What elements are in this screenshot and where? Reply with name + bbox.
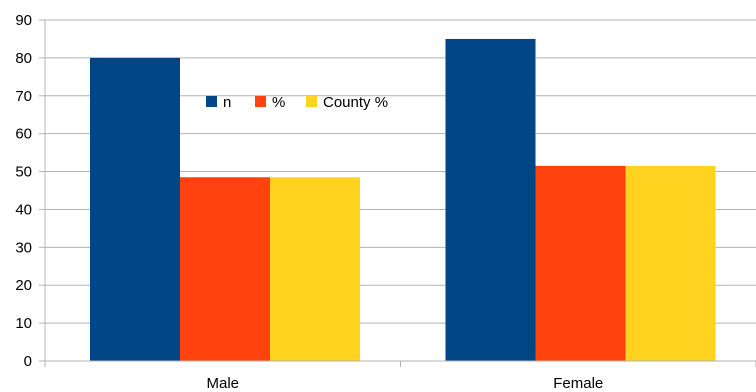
y-tick-label: 50	[15, 164, 32, 181]
bar-2-female	[535, 165, 626, 361]
y-tick-label: 20	[15, 277, 32, 294]
x-axis-category-labels: Male Female	[206, 375, 603, 392]
x-category-label: Male	[206, 375, 239, 392]
y-tick-label: 30	[15, 239, 32, 256]
y-tick-label: 10	[15, 315, 32, 332]
y-tick-label: 0	[24, 353, 32, 370]
bar-3-female	[625, 165, 716, 361]
legend-swatch	[306, 96, 317, 107]
legend-swatch	[206, 96, 217, 107]
legend-label: n	[223, 94, 231, 111]
legend-label: County %	[323, 94, 388, 111]
y-tick-label: 60	[15, 126, 32, 143]
bar-3-male	[270, 177, 360, 361]
x-category-label: Female	[553, 375, 603, 392]
axes	[39, 19, 756, 367]
legend-label: %	[272, 94, 285, 111]
y-tick-label: 80	[15, 50, 32, 67]
legend: n% County %	[206, 94, 388, 111]
y-tick-label: 70	[15, 88, 32, 105]
y-tick-label: 40	[15, 201, 32, 218]
bar-1-female	[445, 38, 536, 361]
legend-swatch	[255, 96, 266, 107]
y-axis-tick-labels: 0 10 20 30 40 50 60 70 80 90	[15, 12, 32, 370]
bar-2-male	[180, 177, 270, 361]
bar-series	[90, 38, 716, 362]
y-tick-label: 90	[15, 12, 32, 29]
bar-1-male	[90, 57, 180, 362]
